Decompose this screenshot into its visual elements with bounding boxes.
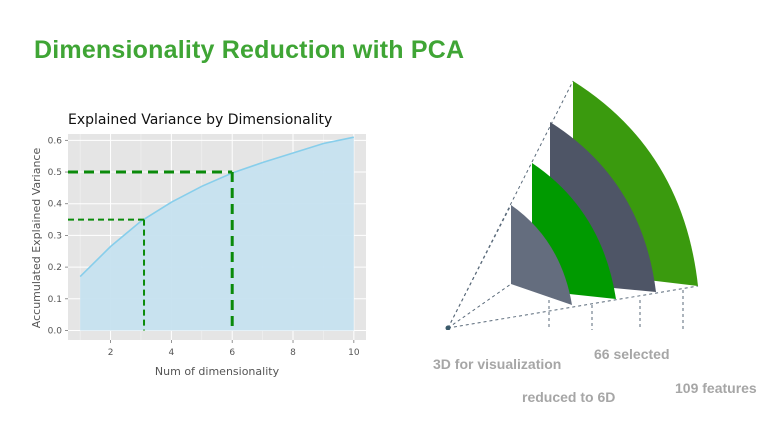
y-axis-label: Accumulated Explained Variance — [30, 148, 43, 329]
label-3d-visualization: 3D for visualization — [433, 356, 562, 372]
chart-title: Explained Variance by Dimensionality — [68, 112, 332, 128]
shape-3d — [511, 205, 572, 305]
x-tick-label: 4 — [169, 348, 175, 358]
y-tick-label: 0.4 — [48, 200, 63, 210]
origin-point — [445, 325, 451, 330]
label-66-selected: 66 selected — [594, 346, 670, 362]
series-line — [79, 136, 354, 278]
y-tick-label: 0.1 — [48, 295, 62, 305]
x-tick-label: 6 — [229, 348, 235, 358]
leader-lines — [548, 290, 684, 330]
projection-lines — [447, 80, 699, 329]
dimension-diagram — [445, 80, 699, 330]
x-tick-label: 8 — [290, 348, 296, 358]
x-axis-label: Num of dimensionality — [155, 365, 280, 378]
label-reduced-6d: reduced to 6D — [522, 389, 616, 405]
y-tick-label: 0.5 — [48, 168, 62, 178]
y-tick-label: 0.6 — [48, 136, 63, 146]
plot-area: 0.0 0.1 0.2 0.3 0.4 0.5 0.6 2 4 6 8 10 — [48, 134, 366, 358]
explained-variance-chart: Explained Variance by Dimensionality 0.0… — [30, 112, 366, 378]
y-tick-label: 0.2 — [48, 263, 62, 273]
label-109-features: 109 features — [675, 380, 757, 396]
y-tick-label: 0.3 — [48, 231, 62, 241]
y-tick-label: 0.0 — [48, 326, 63, 336]
x-tick-label: 2 — [108, 348, 114, 358]
slide-title: Dimensionality Reduction with PCA — [34, 36, 465, 64]
x-tick-label: 10 — [348, 348, 360, 358]
area-fill — [80, 137, 354, 331]
